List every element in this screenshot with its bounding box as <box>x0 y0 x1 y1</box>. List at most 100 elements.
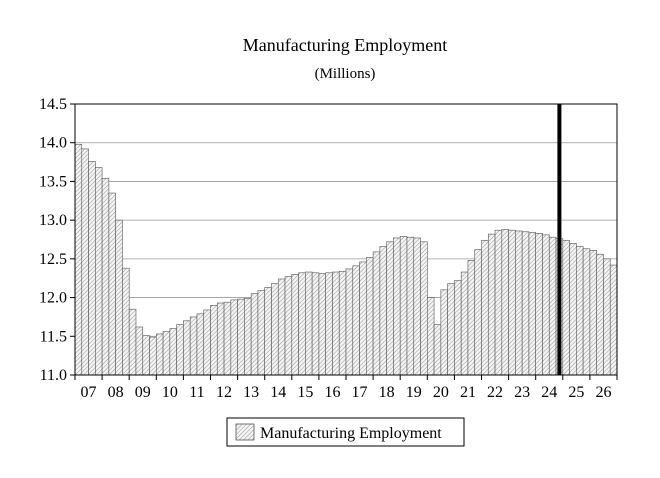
bar <box>135 326 144 376</box>
bar <box>311 272 320 376</box>
bar <box>318 273 326 376</box>
bar <box>81 148 89 376</box>
chart-title: Manufacturing Employment <box>243 35 447 55</box>
x-tick-label: 08 <box>108 384 124 401</box>
bar <box>420 241 428 376</box>
bar <box>515 230 523 376</box>
x-tick-label: 11 <box>189 384 204 401</box>
bar <box>596 253 604 376</box>
bar <box>250 293 259 376</box>
x-tick-label: 14 <box>270 384 286 401</box>
bar <box>487 233 496 376</box>
bar <box>372 251 381 376</box>
bar <box>183 320 191 376</box>
bar <box>244 298 252 376</box>
bar <box>426 297 435 376</box>
bar <box>149 336 157 376</box>
bar <box>413 237 421 376</box>
bar <box>548 236 557 376</box>
y-tick-label: 12.5 <box>39 251 67 268</box>
bar <box>257 290 265 376</box>
bar <box>264 287 272 376</box>
x-tick-label: 26 <box>595 384 611 401</box>
bar <box>474 249 482 376</box>
bar <box>609 264 618 376</box>
y-tick-label: 13.0 <box>39 212 67 229</box>
bar <box>494 229 503 376</box>
bar <box>88 160 96 376</box>
bar <box>521 231 530 376</box>
bar <box>101 178 110 376</box>
bar <box>386 241 394 376</box>
x-tick-label: 21 <box>460 384 476 401</box>
bar <box>230 299 238 376</box>
bar <box>271 283 279 376</box>
bar <box>291 274 299 376</box>
bar <box>508 229 516 376</box>
bar <box>95 167 103 376</box>
bar <box>379 246 387 376</box>
bar <box>338 270 347 376</box>
bar <box>277 278 286 376</box>
bar <box>305 271 313 376</box>
bar <box>440 289 448 376</box>
bar <box>589 250 597 376</box>
x-tick-label: 16 <box>324 384 340 401</box>
x-tick-label: 20 <box>433 384 449 401</box>
bar <box>237 298 245 376</box>
x-tick-label: 17 <box>352 384 368 401</box>
bar <box>128 308 137 376</box>
bar <box>176 324 184 376</box>
bar <box>162 331 171 376</box>
bar <box>603 258 611 376</box>
bar <box>447 283 455 376</box>
bar <box>325 272 333 376</box>
bar <box>501 229 509 376</box>
bar <box>393 237 401 376</box>
bar <box>582 248 591 376</box>
bar <box>115 219 123 376</box>
bar <box>454 280 462 376</box>
legend-box <box>226 417 465 447</box>
legend-swatch <box>235 423 255 441</box>
bar <box>156 333 164 376</box>
bar <box>562 239 570 376</box>
bar <box>142 335 150 376</box>
x-tick-label: 07 <box>81 384 97 401</box>
bar <box>569 243 577 376</box>
bar <box>284 276 293 376</box>
y-tick-label: 11.0 <box>40 367 67 384</box>
bar <box>332 271 340 376</box>
y-tick-label: 12.0 <box>39 290 67 307</box>
x-tick-label: 23 <box>514 384 530 401</box>
y-tick-label: 11.5 <box>40 328 67 345</box>
bar <box>216 302 225 376</box>
bar-series <box>74 143 618 376</box>
bar <box>203 309 211 376</box>
y-axis: 11.0 11.5 12.0 12.5 13.0 13.5 14.0 14.5 <box>39 96 75 384</box>
x-tick-label: 22 <box>487 384 503 401</box>
bar <box>576 246 584 376</box>
bar <box>542 234 550 376</box>
bar <box>528 232 536 376</box>
y-tick-label: 14.5 <box>39 96 67 113</box>
bar <box>481 239 489 376</box>
bar <box>352 265 360 376</box>
legend-label: Manufacturing Employment <box>260 425 442 442</box>
x-tick-label: 25 <box>568 384 584 401</box>
bar <box>406 236 415 376</box>
bar <box>169 328 177 376</box>
legend: Manufacturing Employment <box>226 417 465 447</box>
bar <box>189 316 198 376</box>
y-tick-label: 14.0 <box>39 135 67 152</box>
bar <box>399 236 408 376</box>
x-axis: 07 08 09 10 11 12 13 14 15 16 17 18 19 20 21 22 23 24 25 26 <box>74 375 618 401</box>
x-tick-label: 15 <box>297 384 313 401</box>
bar <box>359 261 367 376</box>
x-tick-label: 19 <box>406 384 422 401</box>
x-tick-label: 13 <box>243 384 259 401</box>
bar <box>223 301 232 376</box>
x-tick-label: 12 <box>216 384 232 401</box>
bar <box>298 272 306 376</box>
